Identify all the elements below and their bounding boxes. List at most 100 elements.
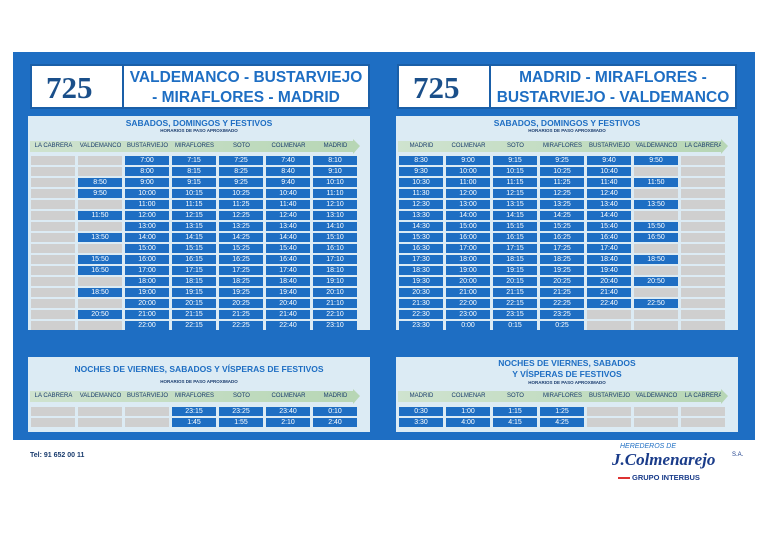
time-cell: 2:10 bbox=[266, 418, 310, 427]
time-cell: 12:25 bbox=[219, 211, 263, 220]
time-cell bbox=[78, 167, 122, 176]
time-cell: 21:15 bbox=[172, 310, 216, 319]
time-cell: 19:30 bbox=[399, 277, 443, 286]
time-cell: 22:30 bbox=[399, 310, 443, 319]
time-cell bbox=[634, 407, 678, 416]
time-cell: 15:25 bbox=[219, 244, 263, 253]
time-cell: 18:00 bbox=[446, 255, 490, 264]
time-cell: 15:40 bbox=[587, 222, 631, 231]
time-cell: 7:00 bbox=[125, 156, 169, 165]
time-cell: 7:40 bbox=[266, 156, 310, 165]
time-cell: 13:40 bbox=[266, 222, 310, 231]
time-cell: 10:00 bbox=[125, 189, 169, 198]
time-cell: 17:40 bbox=[266, 266, 310, 275]
route-number: 725 bbox=[413, 70, 460, 105]
time-cell: 14:30 bbox=[399, 222, 443, 231]
time-cell: 11:50 bbox=[78, 211, 122, 220]
time-cell: 10:40 bbox=[587, 167, 631, 176]
time-cell: 15:40 bbox=[266, 244, 310, 253]
column-header: MIRAFLORES bbox=[174, 393, 214, 399]
time-cell bbox=[125, 407, 169, 416]
column-header: LA CABRERA bbox=[34, 393, 73, 399]
time-cell: 10:25 bbox=[219, 189, 263, 198]
time-cell: 19:00 bbox=[446, 266, 490, 275]
time-cell: 11:30 bbox=[399, 189, 443, 198]
time-cell: 18:25 bbox=[540, 255, 584, 264]
time-cell: 0:15 bbox=[493, 321, 537, 330]
time-cell bbox=[634, 189, 678, 198]
time-cell bbox=[681, 244, 725, 253]
time-cell: 0:30 bbox=[399, 407, 443, 416]
column-header: LA CABRERA bbox=[34, 143, 73, 149]
time-cell: 15:00 bbox=[125, 244, 169, 253]
column-header: COLMENAR bbox=[271, 393, 306, 399]
time-cell: 17:25 bbox=[540, 244, 584, 253]
time-cell: 10:15 bbox=[493, 167, 537, 176]
time-cell: 1:00 bbox=[446, 407, 490, 416]
time-cell: 16:50 bbox=[634, 233, 678, 242]
time-cell bbox=[681, 178, 725, 187]
card-title: NOCHES DE VIERNES, SABADOS bbox=[498, 358, 636, 368]
column-header-row: LA CABRERA VALDEMANCO BUSTARVIEJO MIRAFLORE… bbox=[30, 389, 360, 404]
time-cell: 22:40 bbox=[587, 299, 631, 308]
left-night-card: NOCHES DE VIERNES, SABADOS Y VÍSPERAS DE… bbox=[28, 357, 370, 432]
time-cell: 23:15 bbox=[172, 407, 216, 416]
route-line-2: - MIRAFLORES - MADRID bbox=[152, 89, 340, 106]
time-cell: 12:25 bbox=[540, 189, 584, 198]
time-cell bbox=[78, 156, 122, 165]
time-cell: 11:25 bbox=[540, 178, 584, 187]
column-header: SOTO bbox=[233, 393, 250, 399]
time-cell: 11:50 bbox=[634, 178, 678, 187]
time-cell bbox=[681, 189, 725, 198]
time-cell bbox=[31, 233, 75, 242]
time-cell: 21:10 bbox=[313, 299, 357, 308]
time-cell: 18:00 bbox=[125, 277, 169, 286]
time-cell: 18:50 bbox=[634, 255, 678, 264]
column-header: MADRID bbox=[409, 143, 434, 149]
time-cell: 15:10 bbox=[313, 233, 357, 242]
time-cell bbox=[78, 222, 122, 231]
time-cell: 13:10 bbox=[313, 211, 357, 220]
time-cell: 12:10 bbox=[313, 200, 357, 209]
time-cell: 15:00 bbox=[446, 222, 490, 231]
card-subtitle: HORARIOS DE PASO APROXIMADO bbox=[160, 128, 238, 133]
time-cell: 18:15 bbox=[172, 277, 216, 286]
time-cell: 12:15 bbox=[172, 211, 216, 220]
time-cell: 9:00 bbox=[125, 178, 169, 187]
time-cell: 9:00 bbox=[446, 156, 490, 165]
time-cell: 4:15 bbox=[493, 418, 537, 427]
time-cell: 14:00 bbox=[446, 211, 490, 220]
time-cell: 20:15 bbox=[493, 277, 537, 286]
time-cell: 19:00 bbox=[125, 288, 169, 297]
time-cell: 22:25 bbox=[540, 299, 584, 308]
logo-accent bbox=[618, 477, 630, 479]
time-cell: 16:15 bbox=[172, 255, 216, 264]
time-cell: 12:00 bbox=[125, 211, 169, 220]
time-cell: 22:15 bbox=[172, 321, 216, 330]
time-cell: 15:50 bbox=[78, 255, 122, 264]
left-route-header: 725 VALDEMANCO - BUSTARVIEJO - MIRAFLORE… bbox=[30, 64, 370, 109]
time-cell: 23:25 bbox=[219, 407, 263, 416]
column-header: VALDEMANCO bbox=[79, 143, 122, 149]
time-cell: 4:25 bbox=[540, 418, 584, 427]
time-cell: 20:40 bbox=[587, 277, 631, 286]
column-header-row: MADRID COLMENAR SOTO MIRAFLORES BUSTARVIEJO V… bbox=[398, 389, 728, 404]
time-cell bbox=[125, 418, 169, 427]
right-night-card: NOCHES DE VIERNES, SABADOS Y VÍSPERAS DE… bbox=[396, 357, 738, 432]
time-cell: 19:25 bbox=[219, 288, 263, 297]
route-name: VALDEMANCO - BUSTARVIEJO - MIRAFLORES - … bbox=[128, 68, 364, 108]
time-cell: 16:40 bbox=[266, 255, 310, 264]
time-cell bbox=[78, 321, 122, 330]
time-cell: 1:15 bbox=[493, 407, 537, 416]
time-cell bbox=[634, 288, 678, 297]
time-cell: 14:25 bbox=[540, 211, 584, 220]
time-cell: 10:30 bbox=[399, 178, 443, 187]
column-header: MIRAFLORES bbox=[174, 143, 214, 149]
time-cell bbox=[78, 200, 122, 209]
time-cell: 14:00 bbox=[125, 233, 169, 242]
column-header: BUSTARVIEJO bbox=[126, 143, 169, 149]
time-cell bbox=[681, 266, 725, 275]
time-cell: 12:40 bbox=[266, 211, 310, 220]
time-cell: 17:25 bbox=[219, 266, 263, 275]
time-cell: 9:10 bbox=[313, 167, 357, 176]
